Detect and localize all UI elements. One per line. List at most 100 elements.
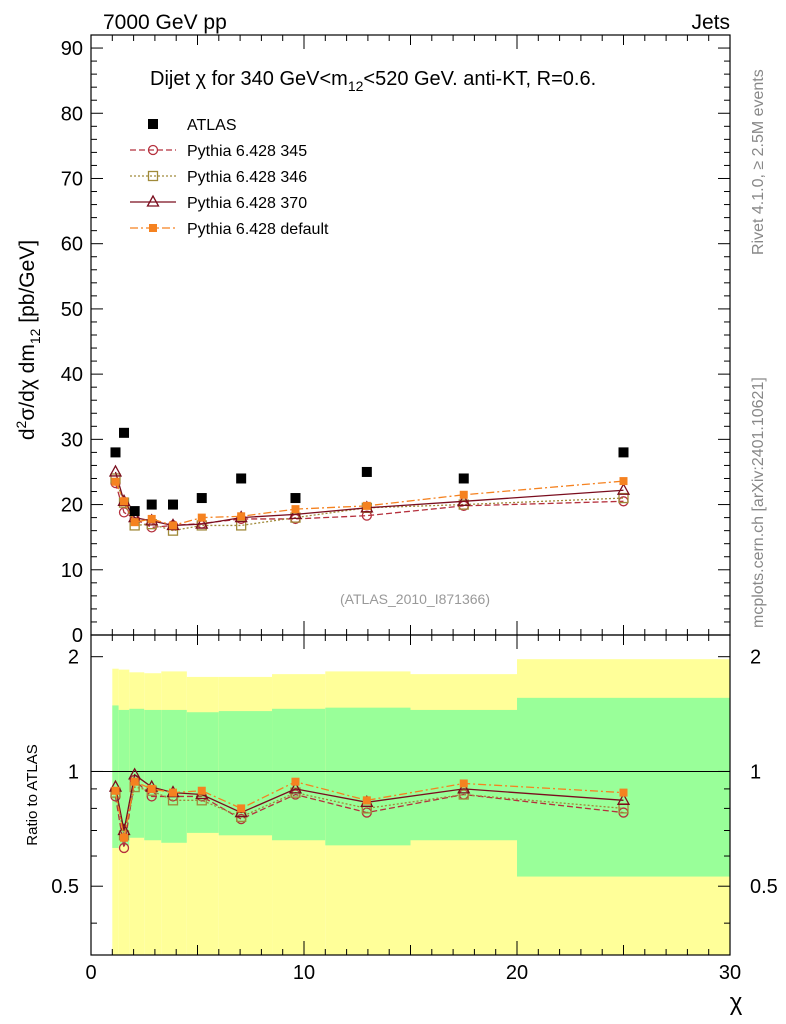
main-point <box>120 497 129 506</box>
atlas-point <box>290 493 301 504</box>
ratio-y-tick-label-left: 2 <box>68 647 79 669</box>
band-green <box>410 709 517 841</box>
ratio-bands <box>91 659 730 955</box>
main-line-pythia-6.428-370 <box>114 471 624 527</box>
ratio-point <box>118 842 130 854</box>
main-point <box>237 512 246 521</box>
ratio-point <box>459 779 468 788</box>
ratio-point <box>237 804 246 813</box>
main-y-tick-label: 0 <box>72 625 83 647</box>
main-point <box>169 521 178 530</box>
main-point <box>111 477 120 486</box>
main-series <box>108 427 631 536</box>
ratio-y-axis-title: Ratio to ATLAS <box>24 744 41 845</box>
main-point <box>457 493 471 506</box>
main-point <box>195 516 209 529</box>
ratio-point <box>196 795 207 806</box>
rivet-label: Rivet 4.1.0, ≥ 2.5M events <box>750 69 767 255</box>
band-green <box>517 697 730 877</box>
main-y-tick-label: 30 <box>61 429 83 451</box>
main-point <box>108 464 123 477</box>
main-y-tick-label: 80 <box>61 103 83 125</box>
main-y-tick-label: 70 <box>61 168 83 190</box>
ratio-point <box>619 788 628 797</box>
ratio-y-tick-label-left: 0.5 <box>51 876 79 898</box>
band-green <box>112 705 119 848</box>
ratio-point <box>458 789 469 800</box>
ratio-series <box>108 767 631 854</box>
main-line-pythia-6.428-346 <box>114 478 624 532</box>
legend-label: Pythia 6.428 370 <box>187 195 307 212</box>
legend-label: Pythia 6.428 default <box>187 221 329 238</box>
ratio-point <box>130 777 139 786</box>
main-point <box>291 505 300 514</box>
atlas-point <box>458 473 469 484</box>
atlas-point <box>236 473 247 484</box>
legend-label: ATLAS <box>187 117 237 134</box>
main-point <box>362 501 371 510</box>
ratio-point <box>147 784 156 793</box>
atlas-point <box>146 499 157 510</box>
main-point <box>616 482 631 495</box>
main-point <box>288 506 303 519</box>
x-tick-label: 30 <box>719 962 741 984</box>
legend-label: Pythia 6.428 346 <box>187 169 307 186</box>
band-green <box>161 709 187 843</box>
header-right-label: Jets <box>691 11 730 34</box>
legend-marker <box>147 144 159 156</box>
ratio-point <box>291 777 300 786</box>
ratio-point <box>362 796 371 805</box>
main-point <box>130 518 139 527</box>
analysis-id: (ATLAS_2010_I871366) <box>340 591 490 607</box>
ratio-point <box>111 786 120 795</box>
atlas-point <box>119 427 130 438</box>
main-y-tick-label: 60 <box>61 234 83 256</box>
ratio-y-tick-label-left: 1 <box>68 761 79 783</box>
main-y-tick-label: 10 <box>61 560 83 582</box>
main-y-tick-label: 90 <box>61 38 83 60</box>
ratio-point <box>169 788 178 797</box>
main-y-tick-label: 20 <box>61 495 83 517</box>
axes: 0 10 20 30 40 50 60 70 80 90 0 10 20 30 0.5 0.5 1 1 2 2 <box>51 34 778 984</box>
atlas-point <box>168 499 179 510</box>
legend-marker-atlas <box>148 119 158 129</box>
ratio-point <box>457 781 471 794</box>
x-tick-label: 10 <box>293 962 315 984</box>
band-green <box>144 709 162 841</box>
mcplots-label: mcplots.cern.ch [arXiv:2401.10621] <box>750 377 767 628</box>
atlas-point <box>129 506 140 517</box>
main-chart-title: Dijet χ for 340 GeV<m12<520 GeV. anti-KT… <box>150 68 596 94</box>
band-green <box>118 709 130 846</box>
legend-marker <box>146 194 160 207</box>
band-green <box>272 708 326 841</box>
main-y-tick-label: 50 <box>61 299 83 321</box>
legend-marker <box>149 224 157 232</box>
main-y-tick-label: 40 <box>61 364 83 386</box>
ratio-point <box>120 833 129 842</box>
main-point <box>459 490 468 499</box>
band-green <box>186 712 219 833</box>
ratio-point <box>197 786 206 795</box>
legend-label: Pythia 6.428 345 <box>187 143 307 160</box>
legend: ATLAS Pythia 6.428 345 Pythia 6.428 346 Pyt… <box>130 117 329 238</box>
x-tick-label: 20 <box>506 962 528 984</box>
atlas-point <box>618 447 629 458</box>
atlas-point <box>110 447 121 458</box>
main-point <box>619 477 628 486</box>
ratio-point <box>616 792 631 805</box>
header-left-label: 7000 GeV pp <box>103 11 227 34</box>
x-axis-title: χ <box>730 989 743 1016</box>
ratio-line-pythia-6.428-default <box>114 780 624 838</box>
main-point <box>236 520 247 531</box>
main-point <box>147 514 156 523</box>
atlas-point <box>361 466 372 477</box>
ratio-y-tick-label-right: 0.5 <box>750 876 778 898</box>
legend-marker <box>147 170 159 182</box>
ratio-y-tick-label-right: 1 <box>750 761 761 783</box>
main-point <box>197 513 206 522</box>
main-y-axis-title: d2σ/dχ dm12 [pb/GeV] <box>13 240 43 440</box>
band-green <box>325 707 411 846</box>
ratio-y-tick-label-right: 2 <box>750 647 761 669</box>
main-point <box>618 492 629 504</box>
